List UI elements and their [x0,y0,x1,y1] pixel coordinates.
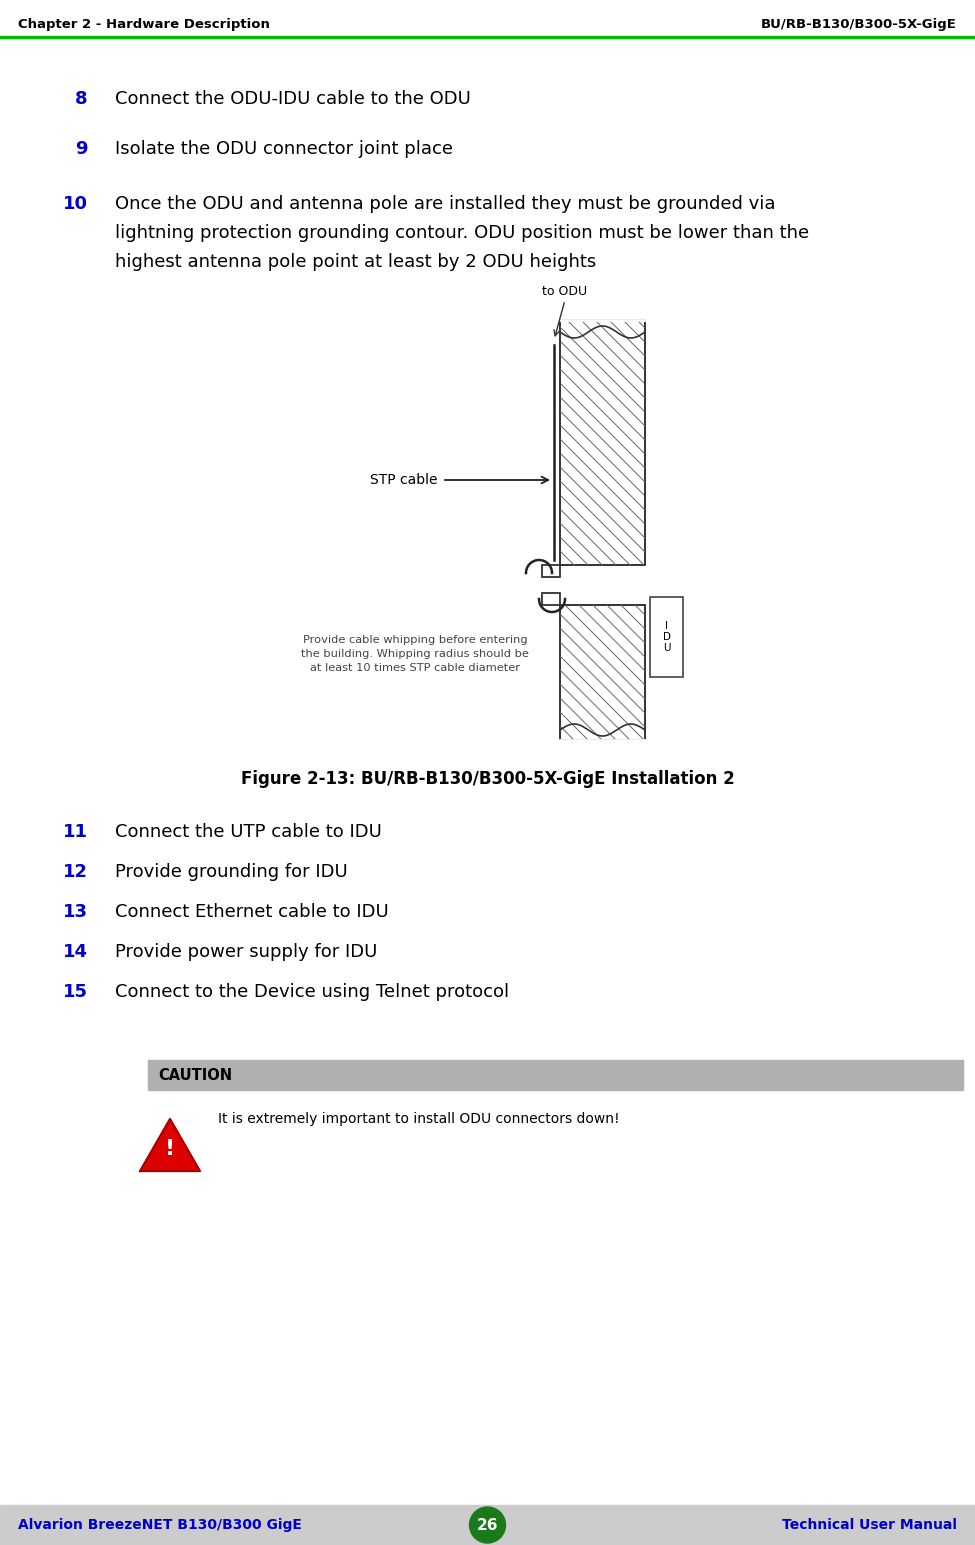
Text: Figure 2-13: BU/RB-B130/B300-5X-GigE Installation 2: Figure 2-13: BU/RB-B130/B300-5X-GigE Ins… [241,769,734,788]
Bar [0,1505,975,1545]
Bar [560,606,645,740]
Text: STP cable: STP cable [370,473,438,487]
Circle shape [470,1506,505,1543]
Text: 26: 26 [477,1517,498,1533]
Text: Connect Ethernet cable to IDU: Connect Ethernet cable to IDU [115,902,389,921]
Text: Alvarion BreezeNET B130/B300 GigE: Alvarion BreezeNET B130/B300 GigE [18,1519,302,1533]
Text: Connect the UTP cable to IDU: Connect the UTP cable to IDU [115,823,382,840]
Text: 13: 13 [63,902,88,921]
Text: Provide power supply for IDU: Provide power supply for IDU [115,942,377,961]
Text: 12: 12 [63,864,88,881]
Text: Connect the ODU-IDU cable to the ODU: Connect the ODU-IDU cable to the ODU [115,90,471,108]
Text: !: ! [165,1139,176,1159]
Bar [542,593,560,606]
Bar [560,320,645,565]
Text: BU/RB-B130/B300-5X-GigE: BU/RB-B130/B300-5X-GigE [761,19,957,31]
Text: Isolate the ODU connector joint place: Isolate the ODU connector joint place [115,141,453,158]
Bar [650,596,683,677]
Text: Once the ODU and antenna pole are installed they must be grounded via
lightning : Once the ODU and antenna pole are instal… [115,195,809,272]
Text: I
D
U: I D U [662,621,671,654]
Bar [148,1060,963,1091]
Text: Connect to the Device using Telnet protocol: Connect to the Device using Telnet proto… [115,983,509,1001]
Text: 15: 15 [63,983,88,1001]
Text: 11: 11 [63,823,88,840]
Bar [0,36,975,39]
Text: Provide grounding for IDU: Provide grounding for IDU [115,864,348,881]
Text: It is extremely important to install ODU connectors down!: It is extremely important to install ODU… [218,1112,620,1126]
Text: 8: 8 [75,90,88,108]
Text: 10: 10 [63,195,88,213]
Text: CAUTION: CAUTION [158,1068,232,1083]
Text: 14: 14 [63,942,88,961]
Bar [542,565,560,576]
Text: Chapter 2 - Hardware Description: Chapter 2 - Hardware Description [18,19,270,31]
Polygon shape [140,1119,200,1171]
Text: 9: 9 [75,141,88,158]
Text: Provide cable whipping before entering
the building. Whipping radius should be
a: Provide cable whipping before entering t… [301,635,528,674]
Text: to ODU: to ODU [542,284,588,298]
Text: Technical User Manual: Technical User Manual [782,1519,957,1533]
